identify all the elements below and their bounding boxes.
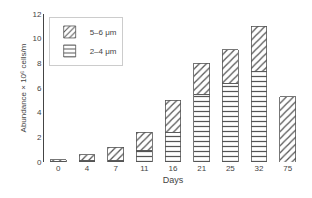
- svg-text:4: 4: [37, 108, 42, 117]
- svg-text:6: 6: [37, 84, 42, 93]
- svg-text:32: 32: [255, 164, 264, 173]
- svg-text:21: 21: [197, 164, 206, 173]
- svg-text:8: 8: [37, 59, 42, 68]
- svg-text:12: 12: [32, 10, 41, 19]
- svg-text:7: 7: [113, 164, 118, 173]
- svg-text:2: 2: [37, 133, 42, 142]
- svg-text:2–4 μm: 2–4 μm: [90, 47, 117, 56]
- svg-text:Days: Days: [163, 175, 184, 185]
- svg-text:16: 16: [169, 164, 178, 173]
- svg-text:5–6 μm: 5–6 μm: [90, 28, 117, 37]
- svg-text:Abundance × 10⁶ cells/m: Abundance × 10⁶ cells/m: [19, 43, 28, 132]
- svg-text:0: 0: [37, 158, 42, 167]
- svg-text:11: 11: [140, 164, 149, 173]
- svg-text:0: 0: [56, 164, 61, 173]
- svg-text:4: 4: [85, 164, 90, 173]
- svg-text:10: 10: [32, 34, 41, 43]
- svg-text:75: 75: [283, 164, 292, 173]
- svg-text:25: 25: [226, 164, 235, 173]
